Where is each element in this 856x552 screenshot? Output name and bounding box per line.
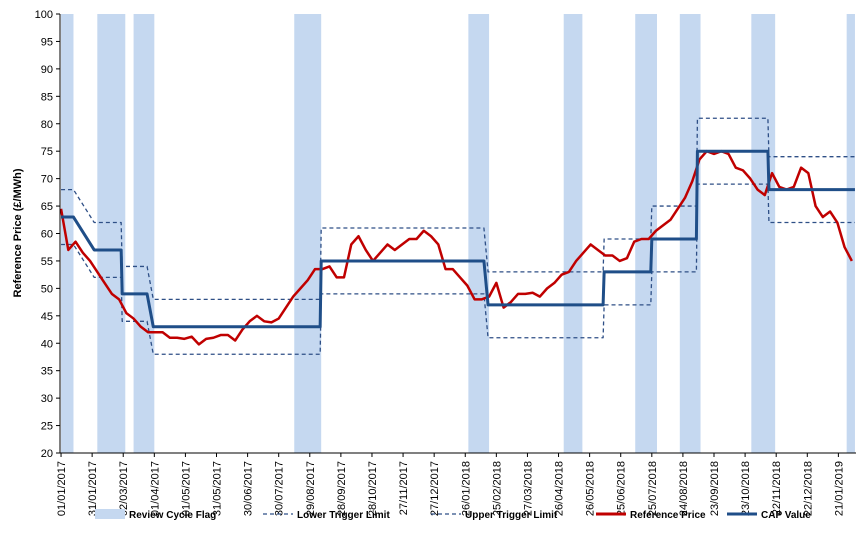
y-tick-label: 20 — [41, 448, 53, 460]
lines — [59, 117, 855, 355]
x-tick-label: 25/02/2018 — [491, 461, 503, 516]
trigger-line — [61, 117, 855, 300]
series-line — [61, 149, 855, 329]
legend: Review Cycle Flag Lower Trigger Limit Uppe… — [95, 509, 811, 521]
x-tick-label: 29/08/2017 — [305, 461, 317, 516]
y-axis-label: Reference Price (£/MWh) — [12, 168, 24, 297]
x-tick-label: 02/03/2017 — [118, 461, 130, 516]
legend-label: CAP Value — [761, 510, 811, 521]
y-tick-label: 25 — [41, 421, 53, 433]
y-tick-label: 35 — [41, 366, 53, 378]
legend-label: Lower Trigger Limit — [297, 510, 390, 521]
y-tick-label: 70 — [41, 174, 53, 186]
review-band — [751, 14, 776, 453]
trigger-line — [61, 183, 855, 355]
x-tick-label: 24/08/2018 — [678, 461, 690, 516]
y-tick-label: 40 — [41, 338, 53, 350]
legend-label: Reference Price — [630, 510, 706, 521]
review-band — [294, 14, 322, 453]
x-tick-label: 26/04/2018 — [554, 461, 566, 516]
review-band — [468, 14, 490, 453]
x-tick-label: 27/11/2017 — [398, 461, 410, 515]
y-tick-label: 30 — [41, 393, 53, 405]
x-tick-label: 27/12/2017 — [429, 461, 441, 516]
y-tick-label: 55 — [41, 256, 53, 268]
x-tick-label: 31/05/2017 — [212, 461, 224, 516]
x-tick-label: 21/01/2019 — [833, 461, 845, 516]
x-tick-label: 01/05/2017 — [180, 461, 192, 516]
y-tick-label: 75 — [41, 146, 53, 158]
review-band — [133, 14, 155, 453]
y-tick-label: 90 — [41, 64, 53, 76]
x-tick-label: 23/10/2018 — [740, 461, 752, 516]
x-tick-label: 26/05/2018 — [585, 461, 597, 516]
x-tick-label: 28/09/2017 — [336, 461, 348, 516]
x-tick-label: 28/10/2017 — [367, 461, 379, 516]
y-tick-label: 80 — [41, 119, 53, 131]
x-tick-label: 26/01/2018 — [460, 461, 472, 516]
review-band — [97, 14, 126, 453]
review-band — [679, 14, 701, 453]
review-band — [635, 14, 657, 453]
x-tick-label: 01/04/2017 — [149, 461, 161, 516]
y-tick-label: 65 — [41, 201, 53, 213]
bands — [61, 14, 855, 453]
x-tick-label: 30/07/2017 — [274, 461, 286, 516]
review-band — [61, 14, 74, 453]
x-tick-label: 25/07/2018 — [647, 461, 659, 516]
y-tick-label: 45 — [41, 311, 53, 323]
x-tick-label: 22/11/2018 — [771, 461, 783, 515]
x-tick-label: 31/01/2017 — [87, 461, 99, 516]
legend-label: Upper Trigger Limit — [465, 510, 558, 521]
review-band — [846, 14, 855, 453]
legend-label: Review Cycle Flag — [129, 510, 216, 521]
x-tick-label: 30/06/2017 — [243, 461, 255, 516]
legend-swatch — [95, 509, 125, 519]
series-line — [59, 149, 853, 346]
y-tick-label: 60 — [41, 229, 53, 241]
x-tick-label: 25/06/2018 — [616, 461, 628, 516]
x-tick-label: 22/12/2018 — [802, 461, 814, 516]
x-tick-label: 01/01/2017 — [56, 461, 68, 516]
axes: 20 25 30 35 40 45 50 55 60 65 70 75 80 85 90 95 100 01/01… — [35, 9, 856, 516]
y-tick-label: 100 — [35, 9, 53, 21]
y-tick-label: 50 — [41, 283, 53, 295]
x-tick-label: 27/03/2018 — [522, 461, 534, 516]
y-tick-label: 85 — [41, 91, 53, 103]
x-tick-label: 23/09/2018 — [709, 461, 721, 516]
y-tick-label: 95 — [41, 36, 53, 48]
review-band — [563, 14, 583, 453]
